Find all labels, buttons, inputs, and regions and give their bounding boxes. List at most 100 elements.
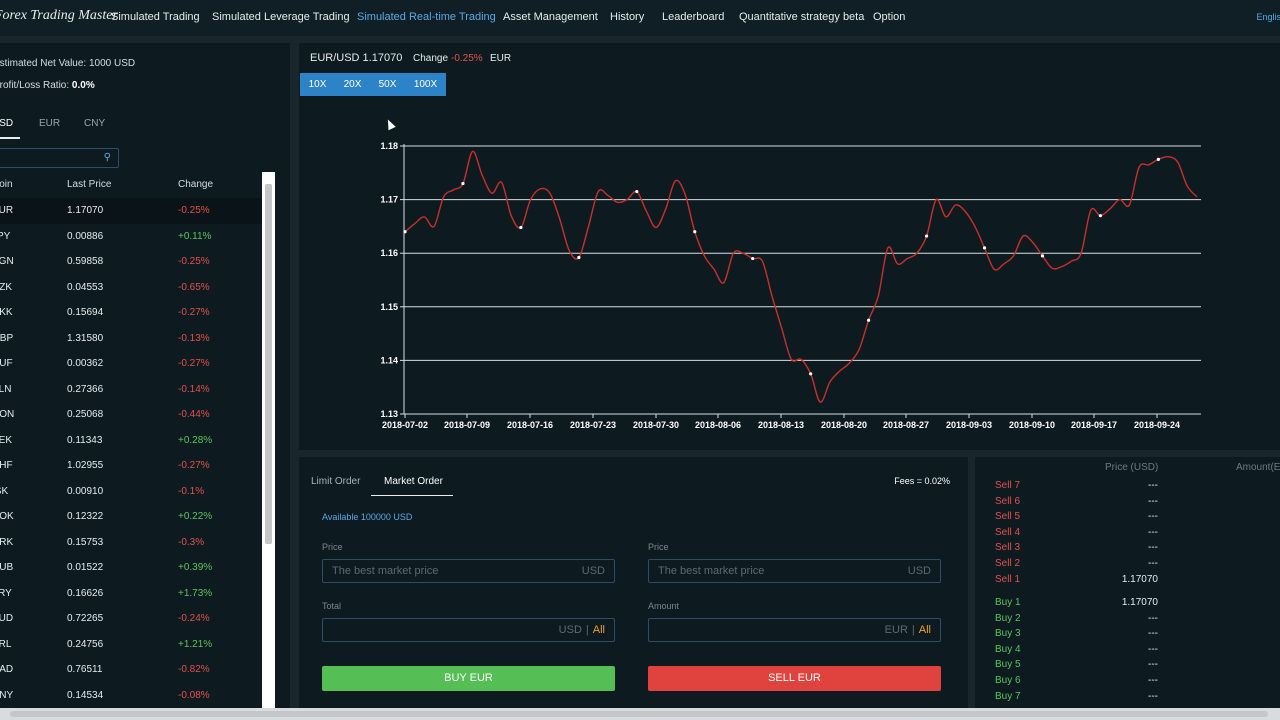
scrollbar-thumb[interactable] — [265, 184, 272, 544]
coin-change: +0.28% — [178, 434, 213, 446]
brand-logo[interactable]: Forex Trading Master — [0, 8, 118, 23]
tab-eur[interactable]: EUR — [39, 118, 61, 129]
data-point — [1040, 254, 1045, 258]
coin-last-price: 0.15753 — [67, 536, 104, 548]
chart-panel: 1.13 1.14 1.15 1.16 1.17 1.18 2018-07-02 2018-0… — [299, 43, 1280, 450]
coin-row[interactable]: TRY 0.16626 +1.73% — [0, 581, 262, 607]
sell-eur-button[interactable]: SELL EUR — [648, 666, 941, 691]
coin-change: +1.21% — [178, 638, 213, 650]
pair-price: EUR/USD 1.17070 — [310, 52, 403, 64]
nav-leaderboard[interactable]: Leaderboard — [662, 11, 725, 23]
leverage-10x-button[interactable]: 10X — [308, 79, 327, 90]
coin-last-price: 0.00362 — [67, 358, 104, 369]
buy-level-price: 1.17070 — [1121, 597, 1158, 608]
leverage-50x-button[interactable]: 50X — [378, 79, 397, 90]
sell-level-label: Sell 2 — [995, 558, 1021, 569]
x-tick-label: 2018-09-24 — [1134, 420, 1180, 430]
coin-row[interactable]: ISK 0.00910 -0.1% — [0, 479, 262, 505]
leverage-100x-button[interactable]: 100X — [413, 79, 438, 90]
y-tick-label: 1.13 — [380, 409, 398, 419]
coin-row[interactable]: GBP 1.31580 -0.13% — [0, 326, 262, 352]
coin-row[interactable]: DKK 0.15694 -0.27% — [0, 300, 262, 326]
buy-order-row: Buy 1 1.17070 — [995, 597, 1275, 612]
y-tick-label: 1.15 — [380, 302, 398, 312]
coin-row[interactable]: BRL 0.24756 +1.21% — [0, 632, 262, 658]
coin-row[interactable]: AUD 0.72265 -0.24% — [0, 606, 262, 632]
data-point — [693, 230, 697, 234]
coin-change: -0.27% — [178, 460, 210, 471]
coin-row[interactable]: NOK 0.12322 +0.22% — [0, 504, 262, 530]
coin-row[interactable]: EUR 1.17070 -0.25% — [0, 198, 262, 224]
sell-level-price: --- — [1148, 558, 1158, 569]
nav-simulated-trading[interactable]: Simulated Trading — [111, 11, 200, 23]
x-tick-label: 2018-08-06 — [695, 420, 741, 430]
coin-row[interactable]: CAD 0.76511 -0.82% — [0, 657, 262, 683]
nav-asset-management[interactable]: Asset Management — [503, 11, 598, 23]
coin-last-price: 0.25068 — [67, 409, 104, 420]
data-point — [1098, 214, 1103, 218]
leverage-20x-button[interactable]: 20X — [343, 79, 362, 90]
x-tick-label: 2018-09-17 — [1071, 420, 1117, 430]
coin-row[interactable]: PLN 0.27366 -0.14% — [0, 377, 262, 403]
coin-row[interactable]: SGN 0.59858 -0.25% — [0, 249, 262, 275]
pl-ratio: Profit/Loss Ratio: 0.0% — [0, 80, 95, 91]
coin-last-price: 0.16626 — [67, 587, 104, 599]
horizontal-scrollbar-thumb[interactable] — [10, 711, 1268, 717]
coin-row[interactable]: CZK 0.04553 -0.65% — [0, 275, 262, 301]
coin-row[interactable]: CHF 1.02955 -0.27% — [0, 453, 262, 479]
coin-row[interactable]: SEK 0.11343 +0.28% — [0, 428, 262, 454]
sell-amount-field[interactable]: EUR | All — [648, 618, 941, 642]
coin-row[interactable]: RUB 0.01522 +0.39% — [0, 555, 262, 581]
nav-quantitative-strategy[interactable]: Quantitative strategy beta — [739, 11, 865, 23]
buy-price-placeholder: The best market price — [332, 565, 439, 577]
nav-history[interactable]: History — [610, 11, 645, 23]
coin-last-price: 1.31580 — [67, 332, 104, 344]
buy-all-button[interactable]: All — [592, 624, 605, 636]
nav-option[interactable]: Option — [873, 11, 906, 23]
coin-list: EUR 1.17070 -0.25% JPY 0.00886 +0.11% SGN 0.598… — [0, 198, 262, 708]
coin-symbol: GBP — [0, 332, 14, 344]
buy-eur-button[interactable]: BUY EUR — [322, 666, 615, 691]
x-tick-label: 2018-07-09 — [444, 420, 490, 430]
net-value-label: Estimated Net Value: — [0, 58, 89, 69]
coin-row[interactable]: JPY 0.00886 +0.11% — [0, 224, 262, 250]
buy-order-row: Buy 4 --- — [995, 644, 1275, 659]
buy-level-price: --- — [1148, 612, 1158, 624]
coin-change: +1.73% — [178, 587, 213, 599]
sell-all-button[interactable]: All — [918, 624, 931, 636]
buy-total-field[interactable]: USD | All — [322, 618, 615, 642]
coin-change: +0.11% — [178, 230, 212, 242]
tab-market-order[interactable]: Market Order — [384, 476, 443, 487]
coin-symbol: TRY — [0, 587, 12, 599]
coin-last-price: 0.04553 — [67, 281, 104, 293]
coin-symbol: NOK — [0, 511, 14, 522]
nav-simulated-realtime-trading[interactable]: Simulated Real-time Trading — [357, 11, 496, 23]
coin-row[interactable]: HRK 0.15753 -0.3% — [0, 530, 262, 556]
coin-row[interactable]: RON 0.25068 -0.44% — [0, 402, 262, 428]
order-panel: Limit Order Market Order Fees = 0.02% Av… — [299, 457, 968, 708]
data-point — [1156, 157, 1160, 161]
tab-limit-order[interactable]: Limit Order — [311, 476, 361, 487]
language-selector[interactable]: English — [1256, 12, 1280, 22]
data-point — [519, 225, 523, 230]
search-icon[interactable]: ⚲ — [103, 152, 111, 163]
coin-symbol: SEK — [0, 434, 13, 446]
change-value: -0.25% — [451, 53, 483, 64]
coin-last-price: 0.11343 — [67, 434, 103, 446]
sell-level-label: Sell 7 — [995, 480, 1021, 491]
coin-row[interactable]: HUF 0.00362 -0.27% — [0, 351, 262, 377]
nav-simulated-leverage-trading[interactable]: Simulated Leverage Trading — [212, 11, 350, 23]
tab-cny[interactable]: CNY — [84, 118, 106, 129]
coin-last-price: 0.01522 — [67, 562, 104, 573]
search-input[interactable]: ⚲ — [0, 148, 119, 168]
sell-level-label: Sell 6 — [995, 495, 1021, 507]
sell-price-field[interactable]: The best market price USD — [648, 559, 941, 583]
tab-usd[interactable]: USD — [0, 118, 14, 129]
buy-order-row: Buy 5 --- — [995, 659, 1275, 674]
x-tick-label: 2018-07-30 — [633, 420, 679, 430]
buy-price-field[interactable]: The best market price USD — [322, 559, 615, 583]
sell-price-unit: USD — [907, 565, 931, 577]
coin-row[interactable]: CNY 0.14534 -0.08% — [0, 683, 262, 709]
coin-symbol: HUF — [0, 358, 13, 369]
x-tick-label: 2018-07-02 — [382, 420, 428, 430]
